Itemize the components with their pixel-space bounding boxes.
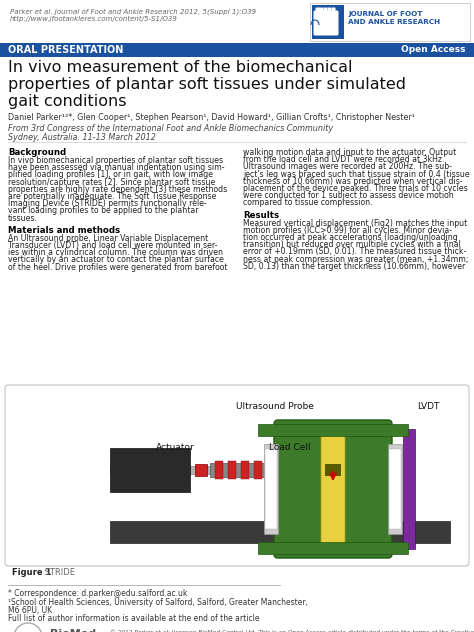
FancyBboxPatch shape — [319, 8, 323, 15]
FancyBboxPatch shape — [321, 427, 345, 551]
Text: Imaging Device (STRIDE) permits functionally rele-: Imaging Device (STRIDE) permits function… — [8, 199, 207, 208]
Text: ies within a cylindrical column. The column was driven: ies within a cylindrical column. The col… — [8, 248, 223, 257]
Text: placement of the device peaked. Three trials of 10 cycles: placement of the device peaked. Three tr… — [243, 184, 468, 193]
Bar — [258, 542, 408, 554]
Text: of the heel. Drive profiles were generated from barefoot: of the heel. Drive profiles were generat… — [8, 263, 228, 272]
Text: Full list of author information is available at the end of the article: Full list of author information is avail… — [8, 614, 259, 623]
Text: tion occurred at peak accelerations (loading/unloading: tion occurred at peak accelerations (loa… — [243, 233, 458, 242]
Text: Ultrasound Probe: Ultrasound Probe — [236, 402, 314, 411]
Bar — [110, 521, 450, 543]
Bar — [388, 444, 402, 534]
FancyBboxPatch shape — [328, 8, 331, 15]
Bar — [310, 3, 470, 41]
Bar — [325, 464, 341, 476]
FancyBboxPatch shape — [331, 8, 336, 15]
Text: ¹School of Health Sciences, University of Salford, Salford, Greater Manchester,: ¹School of Health Sciences, University o… — [8, 598, 308, 607]
Bar — [389, 449, 401, 529]
Bar — [312, 5, 344, 39]
Text: SD, 0.13) than the target thickness (10.66mm), however: SD, 0.13) than the target thickness (10.… — [243, 262, 465, 270]
Bar — [228, 461, 236, 479]
Text: vant loading profiles to be applied to the plantar: vant loading profiles to be applied to t… — [8, 207, 199, 216]
FancyBboxPatch shape — [313, 11, 338, 35]
Text: STRIDE: STRIDE — [42, 568, 75, 577]
FancyBboxPatch shape — [316, 8, 320, 15]
Text: properties are highly rate dependent [3] these methods: properties are highly rate dependent [3]… — [8, 185, 227, 194]
FancyBboxPatch shape — [323, 8, 328, 15]
Text: Actuator: Actuator — [155, 443, 194, 452]
Text: have been assessed via manual indentation using sim-: have been assessed via manual indentatio… — [8, 163, 225, 172]
Bar — [0, 43, 474, 57]
FancyBboxPatch shape — [274, 420, 392, 558]
Text: Figure 1: Figure 1 — [12, 568, 51, 577]
Text: ORAL PRESENTATION: ORAL PRESENTATION — [8, 45, 123, 55]
Text: Open Access: Open Access — [401, 46, 466, 54]
Text: From 3rd Congress of the International Foot and Ankle Biomechanics Community: From 3rd Congress of the International F… — [8, 124, 333, 133]
Bar — [241, 461, 249, 479]
Text: error of +0.19mm (SD, 0.01). The measured tissue thick-: error of +0.19mm (SD, 0.01). The measure… — [243, 247, 466, 257]
Text: AND ANKLE RESEARCH: AND ANKLE RESEARCH — [348, 19, 440, 25]
Bar — [110, 448, 190, 492]
Text: Load Cell: Load Cell — [269, 443, 311, 452]
Text: M6 6PU, UK: M6 6PU, UK — [8, 606, 52, 615]
Text: ness at peak compression was greater (mean, +1.34mm;: ness at peak compression was greater (me… — [243, 255, 468, 264]
Bar — [403, 429, 415, 549]
Text: http://www.jfootankleres.com/content/5-S1/O39: http://www.jfootankleres.com/content/5-S… — [10, 16, 178, 22]
Text: Background: Background — [8, 148, 66, 157]
Text: tissues.: tissues. — [8, 214, 38, 222]
Text: Parker et al. Journal of Foot and Ankle Research 2012, 5(Suppl 1):O39: Parker et al. Journal of Foot and Ankle … — [10, 8, 256, 15]
Bar — [215, 461, 223, 479]
Text: JOURNAL OF FOOT: JOURNAL OF FOOT — [348, 11, 422, 17]
Text: ject's leg was braced such that tissue strain of 0.4 (tissue: ject's leg was braced such that tissue s… — [243, 169, 470, 179]
Text: © 2012 Parker et al; licensee BioMed Central Ltd. This is an Open Access article: © 2012 Parker et al; licensee BioMed Cen… — [110, 629, 474, 632]
Text: compared to tissue compression.: compared to tissue compression. — [243, 198, 373, 207]
Bar — [264, 444, 278, 534]
Text: are potentially inadequate. The Soft Tissue Response: are potentially inadequate. The Soft Tis… — [8, 192, 216, 201]
FancyBboxPatch shape — [5, 385, 469, 566]
Text: * Correspondence: d.parker@edu.salford.ac.uk: * Correspondence: d.parker@edu.salford.a… — [8, 589, 187, 598]
Text: Ultrasound images were recorded at 200Hz. The sub-: Ultrasound images were recorded at 200Hz… — [243, 162, 452, 171]
Text: thickness of 10.66mm) was predicted when vertical dis-: thickness of 10.66mm) was predicted when… — [243, 177, 463, 186]
Text: transition) but reduced over multiple cycles with a final: transition) but reduced over multiple cy… — [243, 240, 461, 249]
Text: LVDT: LVDT — [418, 402, 440, 411]
Text: BioMed: BioMed — [50, 629, 96, 632]
Text: properties of plantar soft tissues under simulated: properties of plantar soft tissues under… — [8, 77, 406, 92]
Bar — [265, 449, 277, 529]
Text: walking motion data and input to the actuator. Output: walking motion data and input to the act… — [243, 148, 456, 157]
Text: vertically by an actuator to contact the plantar surface: vertically by an actuator to contact the… — [8, 255, 224, 264]
Text: gait conditions: gait conditions — [8, 94, 127, 109]
Text: Daniel Parker¹²*, Glen Cooper¹, Stephen Pearson¹, David Howard¹, Gillian Crofts¹: Daniel Parker¹²*, Glen Cooper¹, Stephen … — [8, 113, 415, 122]
Text: resolution/capture rates [2]. Since plantar soft tissue: resolution/capture rates [2]. Since plan… — [8, 178, 215, 186]
Bar — [290, 523, 380, 541]
Text: Sydney, Australia. 11-13 March 2012: Sydney, Australia. 11-13 March 2012 — [8, 133, 156, 142]
Text: Measured vertical displacement (Fig2) matches the input: Measured vertical displacement (Fig2) ma… — [243, 219, 467, 228]
Text: motion profiles (ICC>0.99) for all cycles. Minor devia-: motion profiles (ICC>0.99) for all cycle… — [243, 226, 452, 235]
Text: Materials and methods: Materials and methods — [8, 226, 120, 235]
Text: An Ultrasound probe, Linear Variable Displacement: An Ultrasound probe, Linear Variable Dis… — [8, 234, 208, 243]
Text: plified loading profiles [1], or in gait, with low image: plified loading profiles [1], or in gait… — [8, 171, 213, 179]
Text: In vivo measurement of the biomechanical: In vivo measurement of the biomechanical — [8, 60, 353, 75]
Text: Transducer (LVDT) and load cell were mounted in ser-: Transducer (LVDT) and load cell were mou… — [8, 241, 218, 250]
Text: were conducted for 1 subject to assess device motion: were conducted for 1 subject to assess d… — [243, 191, 454, 200]
Text: from the load cell and LVDT were recorded at 3kHz.: from the load cell and LVDT were recorde… — [243, 155, 445, 164]
Text: Results: Results — [243, 210, 279, 219]
Bar — [110, 466, 265, 474]
Bar — [254, 461, 262, 479]
Bar — [210, 463, 265, 477]
Bar — [195, 464, 207, 476]
Text: In vivo biomechanical properties of plantar soft tissues: In vivo biomechanical properties of plan… — [8, 156, 223, 165]
Bar — [258, 424, 408, 436]
